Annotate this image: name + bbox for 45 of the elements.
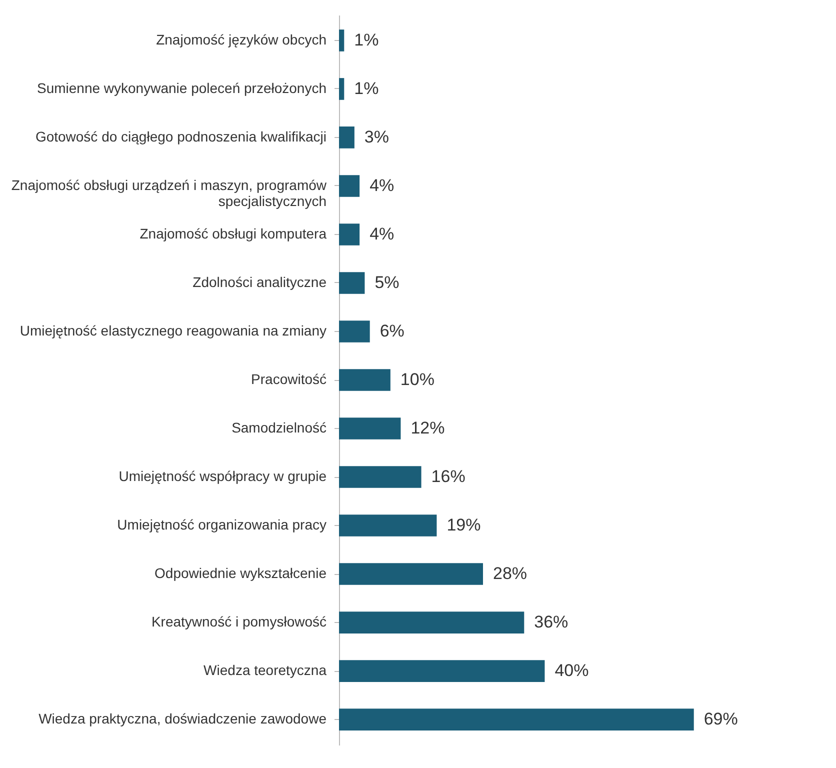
data-label: 1% bbox=[354, 30, 379, 50]
data-label: 4% bbox=[370, 176, 394, 195]
bar bbox=[339, 78, 344, 100]
bar bbox=[339, 126, 354, 148]
y-tick-label: Odpowiednie wykształcenie bbox=[154, 565, 327, 582]
y-tick-label: Zdolności analityczne bbox=[192, 274, 327, 290]
y-tick-label: Samodzielność bbox=[232, 420, 326, 436]
data-label: 1% bbox=[354, 78, 379, 98]
y-tick-label: Gotowość do ciągłego podnoszenia kwalifikacji bbox=[35, 128, 326, 144]
data-label: 4% bbox=[370, 224, 394, 244]
bar bbox=[339, 563, 483, 585]
data-label: 10% bbox=[400, 370, 434, 389]
bar bbox=[339, 369, 390, 391]
y-tick-label: Wiedza praktyczna, doświadczenie zawodowe bbox=[38, 710, 327, 727]
y-tick-label: Znajomość języków obcych bbox=[156, 31, 326, 48]
bar bbox=[339, 320, 370, 342]
bar bbox=[339, 708, 694, 730]
data-label: 3% bbox=[364, 127, 390, 146]
y-tick-label: Umiejętność współpracy w grupie bbox=[118, 468, 327, 484]
data-label: 5% bbox=[374, 272, 400, 292]
y-tick-label: Znajomość obsługi komputera bbox=[140, 225, 327, 242]
data-label: 28% bbox=[493, 564, 528, 584]
bar bbox=[339, 466, 422, 488]
y-tick-label: Umiejętność organizowania pracy bbox=[117, 516, 326, 533]
data-label: 12% bbox=[410, 418, 445, 438]
y-tick-label: Pracowitość bbox=[251, 371, 326, 387]
y-tick-label: Sumienne wykonywanie poleceń przełożonych bbox=[36, 80, 326, 96]
bar bbox=[339, 175, 360, 197]
data-label: 69% bbox=[704, 710, 738, 729]
bar bbox=[339, 272, 365, 294]
bar bbox=[339, 514, 437, 536]
data-label: 6% bbox=[380, 321, 404, 340]
y-tick-label: Wiedza teoretyczna bbox=[204, 662, 327, 678]
data-label: 36% bbox=[534, 612, 568, 632]
y-tick-label: Kreatywność i pomysłowość bbox=[151, 614, 326, 630]
bar bbox=[339, 612, 524, 634]
data-label: 19% bbox=[446, 516, 481, 535]
bar bbox=[339, 660, 545, 682]
data-label: 40% bbox=[554, 661, 589, 680]
bar bbox=[339, 418, 401, 440]
bar bbox=[339, 224, 360, 246]
bar bbox=[339, 30, 344, 52]
y-tick-label: Znajomość obsługi urządzeń i maszyn, programów specjalistycznych bbox=[11, 176, 328, 209]
y-tick-label: Umiejętność elastycznego reagowania na zmiany bbox=[20, 322, 326, 338]
data-label: 16% bbox=[431, 467, 466, 486]
